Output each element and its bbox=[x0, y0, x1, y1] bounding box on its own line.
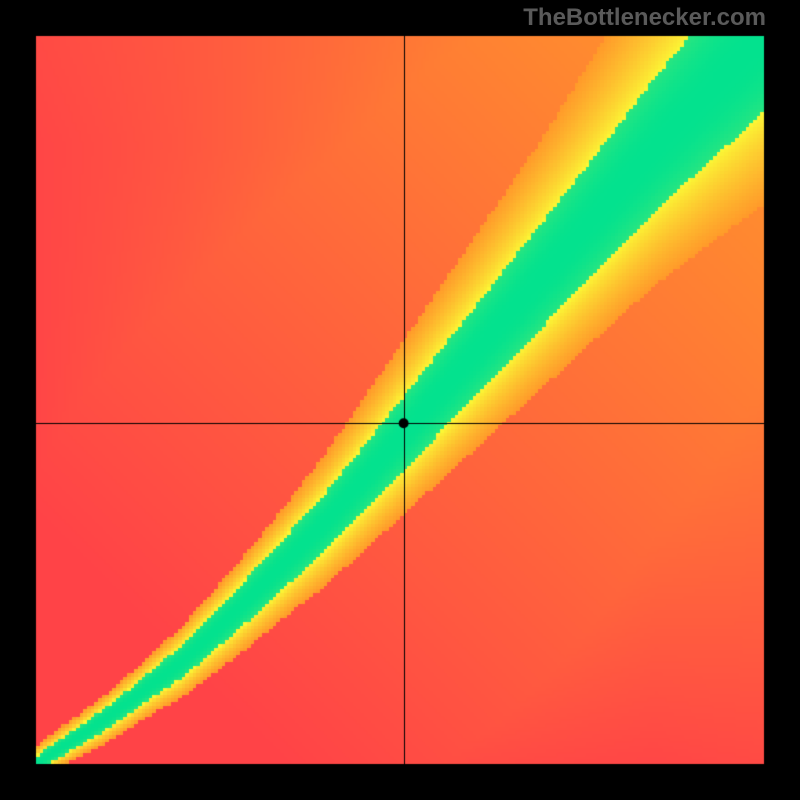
chart-container: TheBottlenecker.com bbox=[0, 0, 800, 800]
heatmap-canvas bbox=[0, 0, 800, 800]
watermark-text: TheBottlenecker.com bbox=[523, 4, 766, 32]
